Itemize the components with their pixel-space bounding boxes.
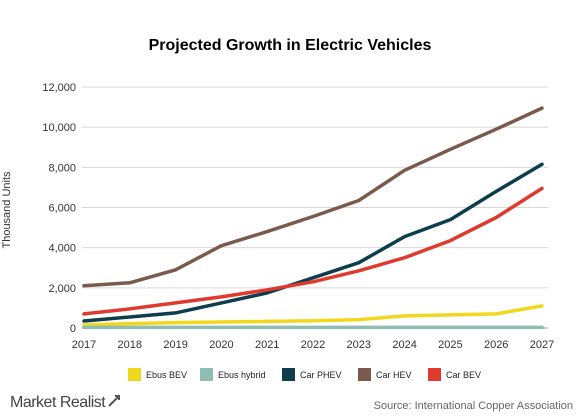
series-line-car-bev	[82, 186, 544, 316]
x-tick-label: 2024	[392, 339, 416, 351]
x-tick-label: 2025	[438, 339, 462, 351]
brand-mark-icon	[108, 395, 121, 407]
legend-label: Ebus BEV	[146, 370, 187, 380]
series-line-ebus-bev	[82, 304, 544, 327]
x-tick-label: 2022	[301, 339, 325, 351]
y-tick-label: 8,000	[48, 162, 76, 174]
x-tick-label: 2023	[347, 339, 371, 351]
y-tick-label: 12,000	[42, 82, 76, 94]
x-tick-label: 2020	[209, 339, 233, 351]
x-axis-ticks: 2017 2018 2019 2020 2021 2022 2023 2024 2025 2026…	[72, 339, 554, 351]
y-tick-label: 10,000	[42, 122, 76, 134]
y-tick-label: 6,000	[48, 203, 76, 215]
series-lines	[82, 106, 544, 330]
y-tick-label: 0	[70, 323, 76, 335]
legend-swatch	[200, 368, 213, 381]
gridlines	[82, 86, 548, 329]
legend-swatch	[128, 368, 141, 381]
legend-swatch	[428, 368, 441, 381]
legend-label: Car BEV	[446, 370, 481, 380]
legend-label: Ebus hybrid	[218, 370, 266, 380]
x-tick-label: 2027	[530, 339, 554, 351]
legend: Ebus BEV Ebus hybrid Car PHEV Car HEV Car BE…	[128, 368, 481, 381]
x-tick-label: 2021	[255, 339, 279, 351]
series-line-car-hev	[82, 106, 544, 288]
y-tick-label: 4,000	[48, 243, 76, 255]
brand-text: Market Realist	[10, 394, 106, 411]
series-line-car-phev	[82, 162, 544, 323]
y-axis-ticks: 0 2,000 4,000 6,000 8,000 10,000 12,000	[42, 82, 76, 335]
x-tick-label: 2017	[72, 339, 96, 351]
x-tick-label: 2019	[163, 339, 187, 351]
source-note: Source: International Copper Association	[373, 400, 573, 412]
x-tick-label: 2026	[484, 339, 508, 351]
y-tick-label: 2,000	[48, 283, 76, 295]
chart-title: Projected Growth in Electric Vehicles	[149, 37, 432, 54]
y-axis-label: Thousand Units	[1, 171, 13, 249]
legend-swatch	[282, 368, 295, 381]
legend-label: Car PHEV	[300, 370, 342, 380]
legend-swatch	[358, 368, 371, 381]
brand-logo: Market Realist	[10, 394, 121, 412]
legend-label: Car HEV	[376, 370, 412, 380]
x-tick-label: 2018	[118, 339, 142, 351]
